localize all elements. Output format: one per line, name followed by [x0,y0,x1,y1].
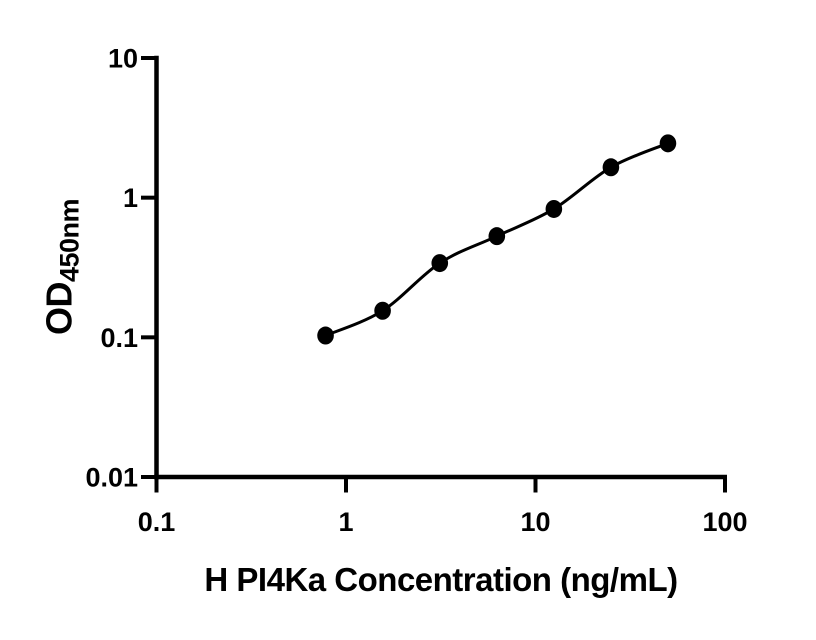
y-tick-label: 0.1 [100,323,138,353]
y-axis-title: OD450nm [39,199,86,335]
x-tick-label: 100 [702,507,747,537]
x-tick-label: 10 [520,507,550,537]
y-axis-title-subscript: 450nm [54,198,85,283]
data-point [488,227,506,246]
y-tick-label: 10 [108,44,138,74]
y-axis-title-main: OD [38,282,80,336]
data-point [374,301,391,320]
data-point [317,326,334,345]
data-point [431,254,449,273]
y-tick-label: 1 [123,183,138,213]
x-tick-label: 0.1 [138,507,176,537]
data-point [602,158,620,177]
data-point [659,134,677,153]
data-point [545,199,563,218]
x-axis-title: H PI4Ka Concentration (ng/mL) [204,561,678,598]
y-tick-label: 0.01 [85,463,138,493]
x-tick-label: 1 [338,507,353,537]
